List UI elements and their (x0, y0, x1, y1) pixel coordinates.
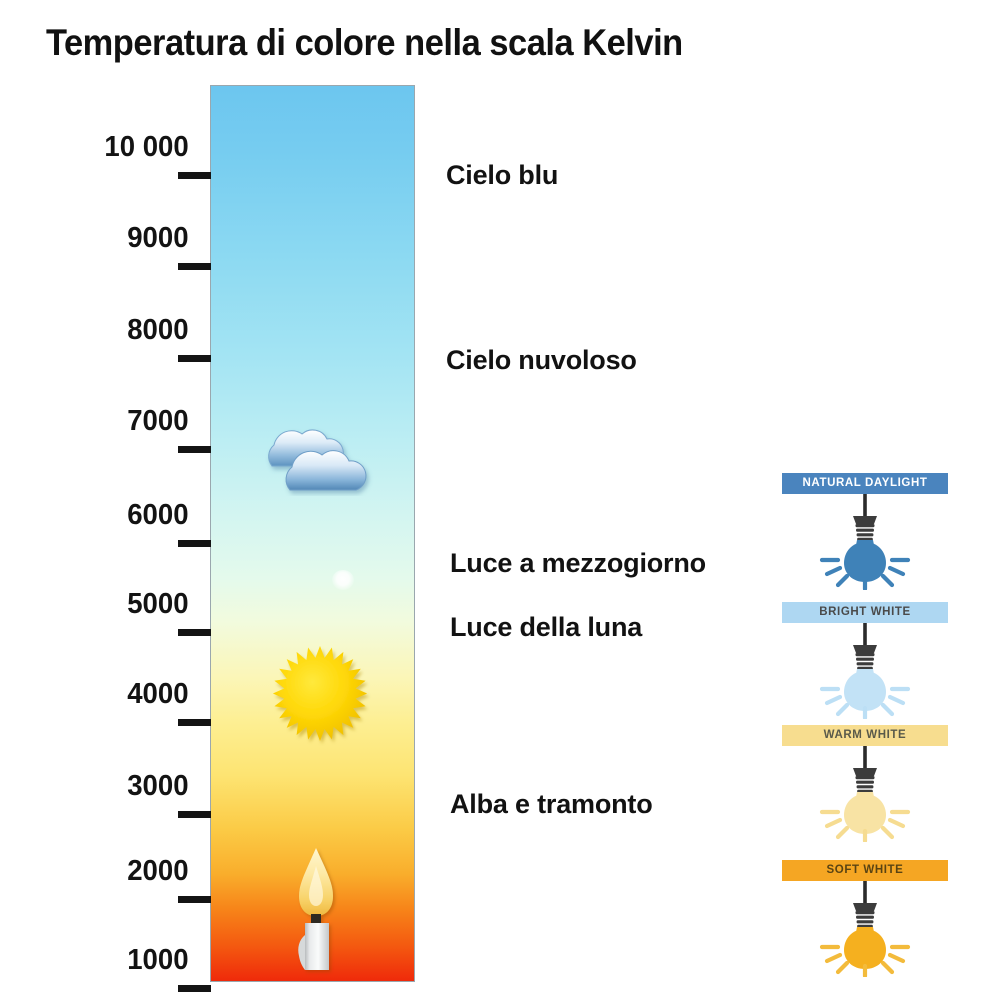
sun-icon (268, 642, 372, 746)
kelvin-axis: 10 000 9000 8000 7000 6000 5000 4000 3000 2000 10… (0, 0, 211, 1000)
legend-banner-soft-white: SOFT WHITE (782, 860, 948, 881)
axis-tick-label-7000: 7000 (127, 405, 189, 437)
axis-tick-mark-7000 (178, 446, 211, 453)
axis-tick-label-3000: 3000 (127, 770, 189, 802)
moon-icon (332, 570, 354, 590)
annotation-cielo-nuvoloso: Cielo nuvoloso (446, 345, 637, 375)
legend-card-natural-daylight[interactable]: NATURAL DAYLIGHT (782, 473, 948, 590)
annotation-alba-e-tramonto: Alba e tramonto (450, 789, 653, 819)
legend-card-warm-white[interactable]: WARM WHITE (782, 725, 948, 842)
annotation-luce-della-luna: Luce della luna (450, 612, 643, 642)
lightbulb-icon-bright-white (819, 623, 911, 719)
annotation-cielo-blu: Cielo blu (446, 160, 559, 190)
legend-card-bright-white[interactable]: BRIGHT WHITE (782, 602, 948, 719)
axis-tick-mark-5000 (178, 629, 211, 636)
axis-tick-label-2000: 2000 (127, 855, 189, 887)
axis-tick-label-1000: 1000 (127, 944, 189, 976)
axis-tick-label-9000: 9000 (127, 222, 189, 254)
lightbulb-icon-soft-white (819, 881, 911, 977)
bulb-legend: NATURAL DAYLIGHT BRIGHT WHITE WARM WHITE SO… (782, 473, 948, 977)
candle-icon (283, 840, 355, 976)
axis-tick-label-4000: 4000 (127, 678, 189, 710)
legend-card-soft-white[interactable]: SOFT WHITE (782, 860, 948, 977)
legend-banner-warm-white: WARM WHITE (782, 725, 948, 746)
axis-tick-mark-3000 (178, 811, 211, 818)
axis-tick-mark-2000 (178, 896, 211, 903)
axis-tick-mark-6000 (178, 540, 211, 547)
lightbulb-icon-natural-daylight (819, 494, 911, 590)
page-title: Temperatura di colore nella scala Kelvin (46, 22, 683, 63)
axis-tick-mark-8000 (178, 355, 211, 362)
legend-banner-bright-white: BRIGHT WHITE (782, 602, 948, 623)
axis-tick-mark-4000 (178, 719, 211, 726)
axis-tick-mark-1000 (178, 985, 211, 992)
axis-tick-label-10000: 10 000 (104, 131, 189, 163)
annotation-luce-mezzogiorno: Luce a mezzogiorno (450, 548, 706, 578)
axis-tick-label-8000: 8000 (127, 314, 189, 346)
legend-banner-natural-daylight: NATURAL DAYLIGHT (782, 473, 948, 494)
cloud-icon (252, 414, 382, 496)
axis-tick-label-5000: 5000 (127, 588, 189, 620)
kelvin-gradient-bar (210, 85, 415, 982)
axis-tick-label-6000: 6000 (127, 499, 189, 531)
lightbulb-icon-warm-white (819, 746, 911, 842)
axis-tick-mark-9000 (178, 263, 211, 270)
axis-tick-mark-10000 (178, 172, 211, 179)
